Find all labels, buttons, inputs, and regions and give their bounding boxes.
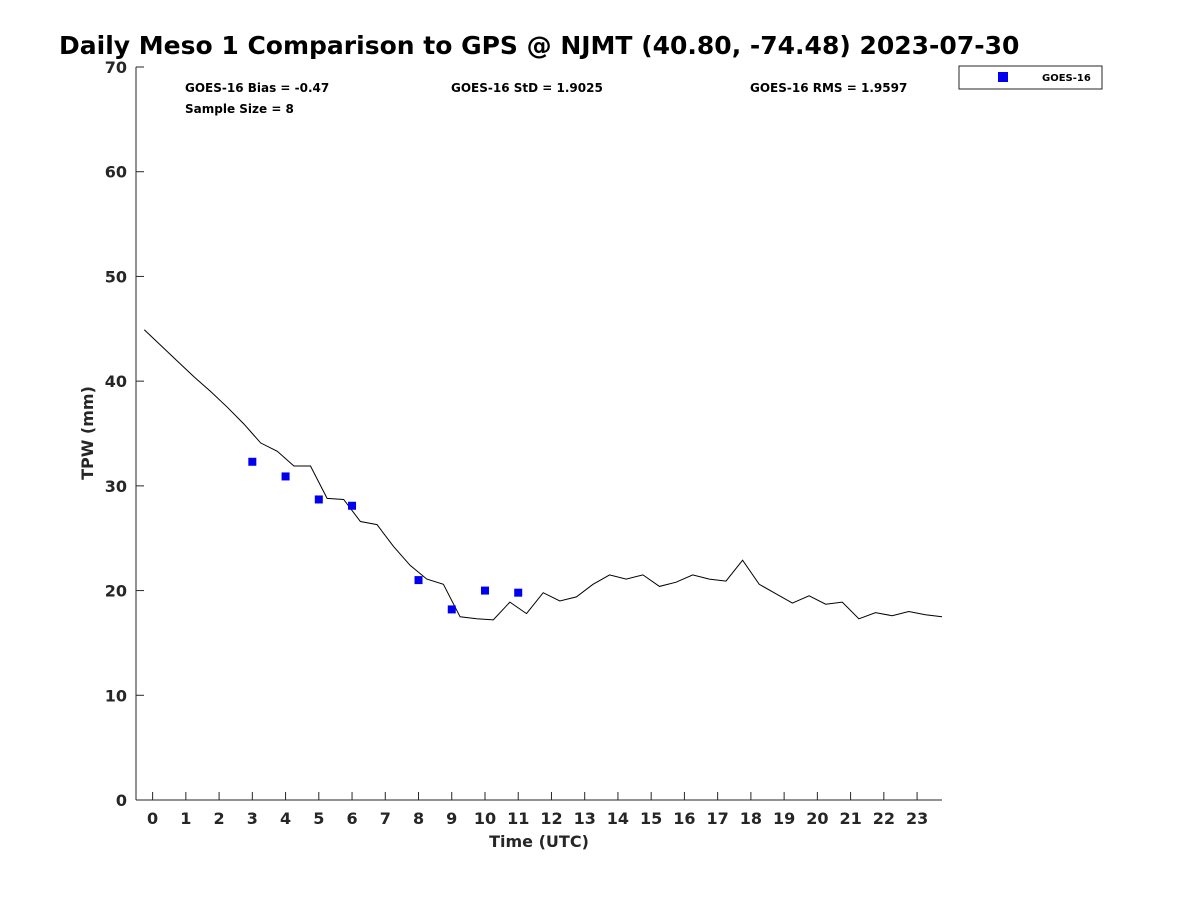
x-axis-label: Time (UTC) (489, 832, 589, 851)
goes16-point (248, 457, 257, 466)
x-tick-label: 19 (773, 809, 795, 828)
chart-title: Daily Meso 1 Comparison to GPS @ NJMT (4… (59, 31, 1019, 60)
x-tick-label: 20 (806, 809, 828, 828)
legend: GOES-16 (958, 65, 1103, 90)
x-tick-label: 23 (906, 809, 928, 828)
goes16-point (447, 605, 456, 614)
goes16-series (248, 457, 523, 614)
y-tick-label: 10 (105, 686, 127, 705)
x-tick-label: 6 (346, 809, 357, 828)
goes16-point (480, 586, 489, 595)
x-tick-label: 4 (280, 809, 291, 828)
x-tick-label: 3 (247, 809, 258, 828)
x-tick-label: 17 (707, 809, 729, 828)
legend-label-goes16: GOES-16 (1042, 73, 1091, 84)
legend-box (958, 65, 1103, 90)
goes16-point (314, 495, 323, 504)
std-stat: GOES-16 StD = 1.9025 (451, 81, 603, 95)
x-tick-label: 2 (214, 809, 225, 828)
x-tick-label: 21 (839, 809, 861, 828)
axes (135, 67, 942, 801)
x-tick-label: 16 (673, 809, 695, 828)
y-tick-label: 60 (105, 163, 127, 182)
y-tick-label: 70 (105, 58, 127, 77)
y-axis-label: TPW (mm) (78, 386, 97, 480)
x-tick-label: 1 (180, 809, 191, 828)
y-tick-label: 40 (105, 372, 127, 391)
legend-marker-goes16 (998, 72, 1008, 82)
y-tick-label: 0 (116, 791, 127, 810)
x-tick-label: 5 (313, 809, 324, 828)
plot-area (136, 67, 942, 800)
goes16-point (514, 588, 523, 597)
goes16-point (281, 472, 290, 481)
x-tick-label: 22 (873, 809, 895, 828)
x-tick-label: 15 (640, 809, 662, 828)
gps-line-series (143, 329, 943, 621)
x-ticks: 0 1 2 3 4 5 6 7 8 9 10 11 12 13 14 15 16 17 18 19 20 21 22 23 (147, 792, 928, 828)
x-tick-label: 14 (607, 809, 629, 828)
x-tick-label: 13 (574, 809, 596, 828)
x-tick-label: 12 (540, 809, 562, 828)
x-tick-label: 8 (413, 809, 424, 828)
y-tick-label: 20 (105, 582, 127, 601)
x-tick-label: 0 (147, 809, 158, 828)
x-tick-label: 10 (474, 809, 496, 828)
bias-stat: GOES-16 Bias = -0.47 (185, 81, 329, 95)
goes16-point (348, 501, 357, 510)
x-tick-label: 18 (740, 809, 762, 828)
goes16-point (414, 576, 423, 585)
y-tick-label: 50 (105, 267, 127, 286)
x-tick-label: 7 (380, 809, 391, 828)
sample-size-stat: Sample Size = 8 (185, 102, 294, 116)
rms-stat: GOES-16 RMS = 1.9597 (750, 81, 907, 95)
x-tick-label: 11 (507, 809, 529, 828)
y-tick-label: 30 (105, 477, 127, 496)
x-tick-label: 9 (446, 809, 457, 828)
y-ticks: 0 10 20 30 40 50 60 70 (105, 58, 144, 810)
gps-tpw-line (143, 329, 943, 621)
